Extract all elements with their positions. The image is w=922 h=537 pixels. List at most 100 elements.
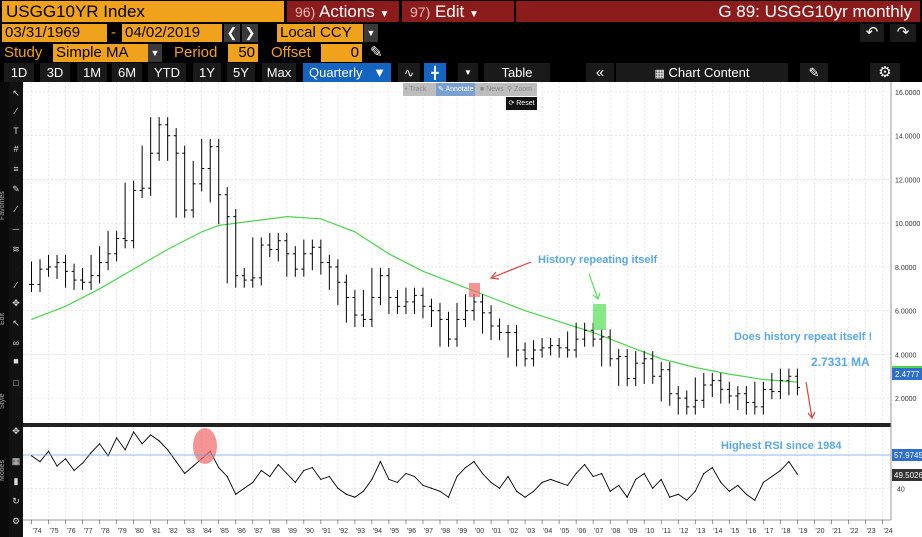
x-tick-label: '02 (509, 528, 518, 535)
hline-icon[interactable]: ─ (12, 224, 20, 234)
edit-menu[interactable]: 97) Edit ▼ (402, 1, 514, 22)
period-1m-button[interactable]: 1M (77, 63, 107, 82)
fib-icon[interactable]: ≡ (13, 164, 19, 174)
period-ytd-button[interactable]: YTD (148, 63, 186, 82)
pencil-tool-icon[interactable]: ∕ (15, 280, 17, 290)
rsi-point (405, 472, 407, 475)
square-icon[interactable]: □ (13, 378, 19, 388)
price-bar (224, 187, 230, 284)
price-bar (411, 287, 417, 314)
period-3d-button[interactable]: 3D (40, 63, 70, 82)
candle-mode-icon[interactable]: ▮ (13, 476, 19, 486)
text-icon[interactable]: T (13, 126, 19, 136)
cursor-icon[interactable]: ↖ (12, 88, 20, 98)
end-date-field[interactable]: 04/02/2019 (122, 24, 222, 42)
undo-button[interactable]: ↶ (860, 24, 884, 42)
highlight-green-box[interactable] (593, 304, 606, 330)
edit-chart-button[interactable]: ✎ (800, 63, 828, 82)
select-icon[interactable]: ↖ (12, 318, 20, 328)
price-bar (743, 386, 749, 415)
price-bar (794, 368, 800, 396)
x-tick-label: '03 (526, 528, 535, 535)
rsi-point (720, 481, 722, 483)
rsi-point (515, 490, 518, 492)
frequency-dropdown[interactable]: Quarterly ▼ (303, 63, 391, 82)
link-icon[interactable]: ∞ (12, 338, 20, 348)
channel-icon[interactable]: ≋ (12, 244, 20, 254)
chevron-left-icon: ❮ (226, 25, 238, 40)
price-bar (71, 263, 77, 290)
rsi-point (320, 478, 322, 481)
bar-chart-button[interactable]: ╋ (424, 63, 446, 82)
price-bar (701, 372, 707, 408)
chevron-down-icon: ▼ (469, 9, 479, 20)
mini-news-button[interactable]: ■ News (480, 86, 504, 93)
chevron-down-icon: ▼ (464, 68, 472, 77)
x-tick-label: '75 (50, 528, 59, 535)
settings-mode-icon[interactable]: ⚙ (11, 516, 21, 526)
rsi-point (660, 478, 662, 481)
period-5y-button[interactable]: 5Y (227, 63, 255, 82)
price-bar (752, 381, 758, 415)
highlight-red-box[interactable] (469, 283, 480, 297)
rsi-point (56, 465, 58, 467)
rsi-point (158, 440, 160, 442)
ticker-field[interactable]: USGG10YR Index (2, 1, 284, 22)
edit-side-label: Edit (0, 312, 6, 325)
x-tick-label: '89 (288, 528, 297, 535)
draw-line-icon[interactable]: ∕ (15, 106, 17, 116)
chart-mode-icon[interactable]: ▦ (11, 456, 21, 466)
crosshair-icon[interactable]: ✥ (12, 426, 20, 436)
chart-content-button[interactable]: ▦ Chart Content (616, 63, 788, 82)
settings-button[interactable]: ⚙ (870, 63, 900, 82)
x-tick-label: '79 (118, 528, 127, 535)
table-button[interactable]: Table (484, 63, 550, 82)
collapse-button[interactable]: « (586, 63, 614, 82)
pane-divider[interactable] (23, 423, 922, 427)
period-1d-button[interactable]: 1D (4, 63, 34, 82)
rsi-point (737, 484, 739, 486)
mini-zoom-button[interactable]: ⚲ Zoom (507, 86, 532, 93)
chevron-down-icon: ▼ (366, 28, 376, 38)
line-chart-button[interactable]: ∿ (398, 63, 420, 82)
period-field[interactable]: 50 (228, 44, 258, 62)
refresh-icon[interactable]: ↻ (12, 496, 20, 506)
rsi-point (218, 466, 220, 469)
price-bar (420, 287, 426, 319)
mini-track-button[interactable]: • Track (405, 86, 427, 93)
period-max-button[interactable]: Max (262, 63, 296, 82)
start-date-field[interactable]: 03/31/1969 (2, 24, 107, 42)
period-6m-button[interactable]: 6M (112, 63, 142, 82)
currency-dropdown[interactable]: ▼ (364, 24, 378, 42)
hash-icon[interactable]: # (13, 144, 19, 154)
y-tick-label: 14.0000 (895, 134, 920, 141)
pencil-icon[interactable]: ✎ (370, 44, 383, 61)
next-range-button[interactable]: ❯ (242, 24, 258, 42)
prev-range-button[interactable]: ❮ (224, 24, 240, 42)
currency-field[interactable]: Local CCY (277, 24, 363, 42)
rsi-highlight-circle[interactable] (193, 428, 217, 464)
color-icon[interactable]: ■ (13, 356, 19, 366)
x-axis-area (23, 520, 922, 537)
chart-type-dropdown[interactable]: ▼ (458, 63, 478, 82)
pen-icon[interactable]: ✎ (12, 184, 20, 194)
x-tick-label: '22 (849, 528, 858, 535)
actions-menu[interactable]: 96) Actions ▼ (287, 1, 399, 22)
study-dropdown[interactable]: ▼ (148, 44, 162, 62)
brush-icon[interactable]: ∕ (15, 204, 17, 214)
period-1y-button[interactable]: 1Y (193, 63, 221, 82)
date-separator: - (111, 24, 116, 41)
mini-annotate-button[interactable]: ✎ Annotate (436, 83, 476, 96)
study-field[interactable]: Simple MA (53, 44, 148, 62)
offset-field[interactable]: 0 (321, 44, 362, 62)
redo-button[interactable]: ↷ (890, 24, 916, 42)
price-bar (531, 340, 537, 367)
rsi-point (184, 472, 186, 475)
rsi-point (550, 478, 552, 481)
price-bar (250, 237, 256, 288)
rsi-point (226, 475, 228, 478)
chart-canvas[interactable]: 16.0000 14.0000 12.0000 10.0000 8.0000 6.0000… (23, 82, 922, 537)
rsi-point (294, 481, 296, 483)
reset-button[interactable]: ⟳ Reset (506, 97, 537, 110)
move-icon[interactable]: ✥ (12, 298, 20, 308)
